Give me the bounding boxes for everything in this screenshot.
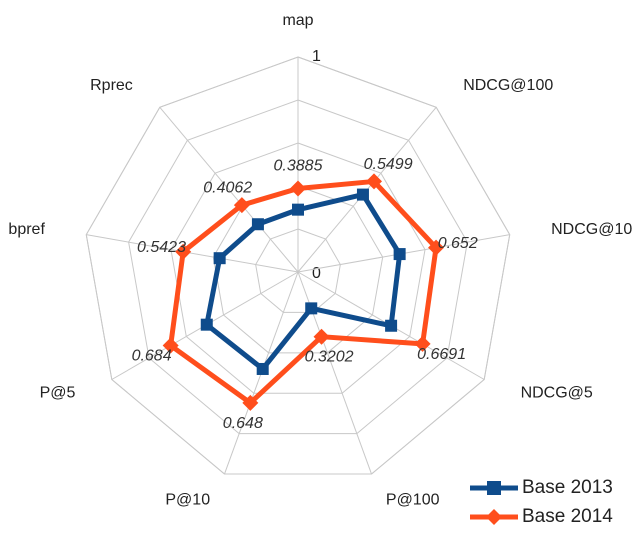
marker (365, 173, 382, 190)
grid-ring (255, 228, 341, 313)
grid-line (85, 56, 511, 475)
value-label: 0.684 (132, 348, 172, 365)
marker (313, 328, 330, 345)
grid-ring (212, 185, 384, 354)
value-label: 0.648 (223, 415, 263, 432)
marker (242, 394, 259, 411)
spoke (86, 234, 299, 273)
marker (385, 319, 398, 332)
value-label: 0.5499 (364, 156, 413, 173)
marker (175, 243, 192, 260)
marker (292, 203, 304, 216)
axis-label: P@5 (40, 385, 76, 402)
axis-label: bpref (8, 221, 45, 238)
value-label: 0.5423 (137, 239, 186, 256)
value-label: 0.3885 (274, 158, 323, 175)
legend-marker (487, 481, 501, 495)
spoke (297, 271, 373, 475)
axis-label: P@10 (165, 492, 210, 509)
series-line (168, 178, 439, 406)
marker (305, 302, 318, 315)
r-tick-label: 0 (312, 265, 321, 282)
marker (251, 218, 264, 231)
axis-label: P@100 (386, 492, 440, 509)
series-line (204, 192, 403, 372)
marker (162, 337, 179, 354)
marker (356, 188, 369, 201)
value-label: 0.4062 (203, 179, 252, 196)
legend-marker (486, 509, 502, 525)
axis-label: NDCG@100 (463, 77, 553, 94)
legend-label: Base 2014 (522, 506, 613, 527)
legend-label: Base 2013 (522, 477, 613, 498)
marker (414, 335, 431, 352)
value-label: 0.3202 (305, 349, 354, 366)
spoke (159, 106, 299, 273)
marker (290, 180, 306, 197)
axis-label: map (282, 12, 313, 29)
r-tick-label: 1 (312, 48, 321, 65)
value-label: 0.652 (438, 235, 478, 252)
marker (213, 252, 226, 265)
grid-ring (128, 99, 468, 435)
axis-label: Rprec (90, 77, 133, 94)
marker (428, 239, 445, 256)
axis-label: NDCG@5 (521, 385, 593, 402)
marker (233, 197, 250, 214)
marker (393, 248, 406, 261)
value-label: 0.6691 (417, 346, 466, 363)
marker (200, 318, 213, 331)
marker (256, 362, 269, 375)
axis-label: NDCG@10 (551, 221, 632, 238)
